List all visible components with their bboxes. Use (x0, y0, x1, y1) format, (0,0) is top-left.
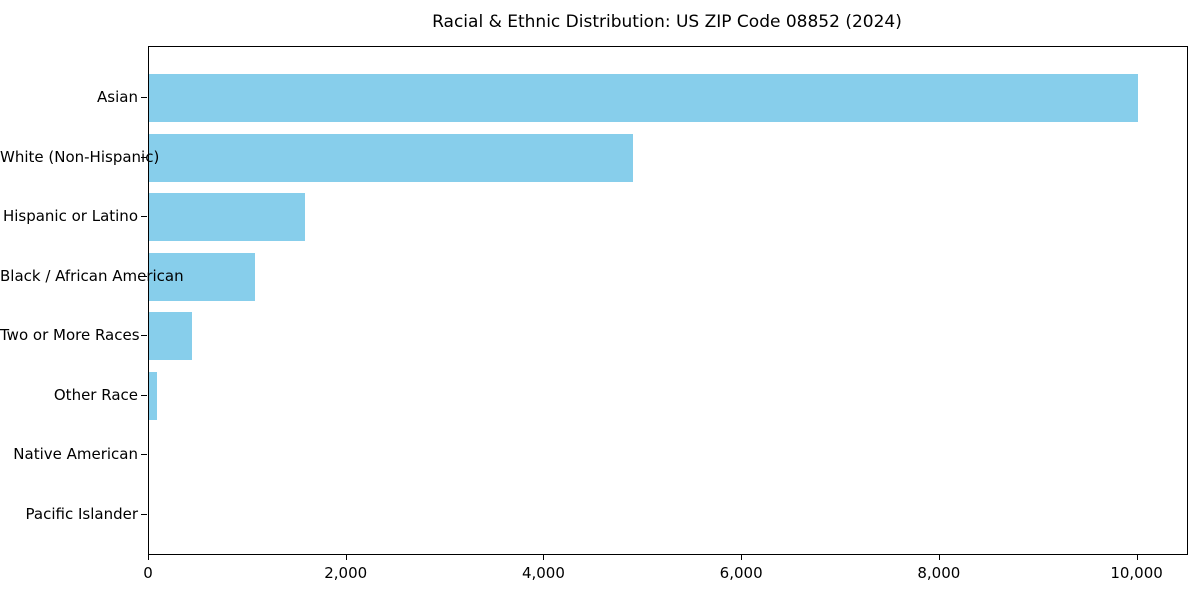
y-tick-hispanic-or-latino (141, 216, 147, 218)
y-label-black-african-american: Black / African American (0, 266, 184, 285)
bar-two-or-more-races (149, 312, 192, 361)
x-tick-label-6,000: 6,000 (719, 564, 763, 582)
y-tick-white-non-hispanic (141, 156, 147, 158)
bar-other-race (149, 371, 158, 420)
bar-hispanic-or-latino (149, 193, 306, 242)
x-tick-label-8,000: 8,000 (917, 564, 961, 582)
y-label-other-race: Other Race (53, 385, 138, 404)
y-tick-pacific-islander (141, 513, 147, 515)
y-tick-native-american (141, 454, 147, 456)
y-label-white-non-hispanic: White (Non-Hispanic) (0, 147, 160, 166)
bar-white-non-hispanic (149, 133, 634, 182)
x-tick-0 (148, 554, 149, 560)
x-tick-label-4,000: 4,000 (521, 564, 565, 582)
y-tick-two-or-more-races (141, 335, 147, 337)
plot-area (148, 46, 1188, 555)
x-tick-2,000 (345, 554, 347, 560)
y-label-native-american: Native American (13, 445, 138, 464)
x-tick-label-10,000: 10,000 (1110, 564, 1163, 582)
x-tick-4,000 (543, 554, 545, 560)
y-label-pacific-islander: Pacific Islander (25, 504, 138, 523)
y-label-two-or-more-races: Two or More Races (0, 326, 140, 345)
x-tick-label-2,000: 2,000 (324, 564, 368, 582)
y-label-asian: Asian (97, 88, 138, 106)
y-label-hispanic-or-latino: Hispanic or Latino (2, 207, 138, 226)
x-tick-10,000 (1136, 554, 1138, 560)
x-tick-label-0: 0 (143, 564, 153, 582)
y-tick-black-african-american (141, 275, 147, 277)
x-tick-6,000 (741, 554, 743, 560)
chart-title: Racial & Ethnic Distribution: US ZIP Cod… (432, 12, 902, 32)
y-tick-other-race (141, 394, 147, 396)
y-tick-asian (141, 97, 147, 98)
bar-black-african-american (149, 252, 255, 301)
bar-asian (149, 74, 1138, 122)
x-tick-8,000 (938, 554, 940, 560)
